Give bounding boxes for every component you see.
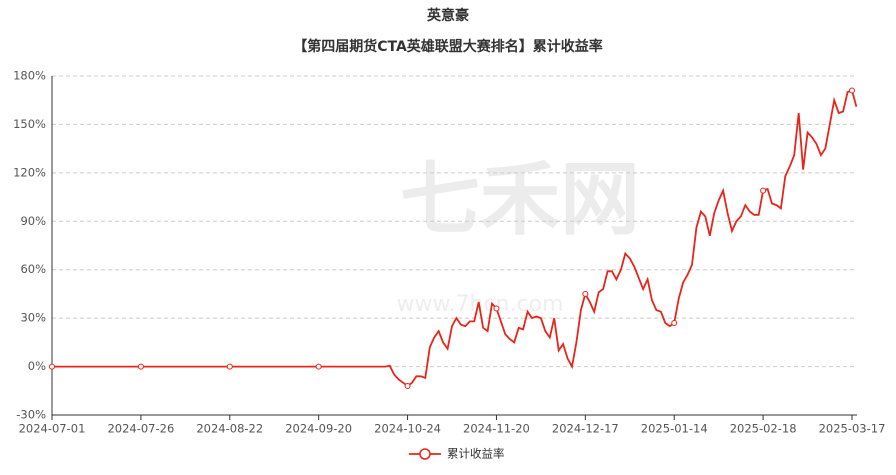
x-tick-label: 2024-08-22 <box>196 422 263 436</box>
legend-marker <box>419 448 431 460</box>
point-marker <box>137 363 144 370</box>
series-line <box>52 89 858 388</box>
point-marker <box>671 319 678 326</box>
point-marker <box>49 363 55 370</box>
x-tick-label: 2024-07-26 <box>107 422 174 436</box>
point-marker <box>404 382 411 389</box>
watermark: 七禾网 <box>400 153 640 246</box>
point-marker <box>849 87 855 94</box>
x-tick-label: 2024-12-17 <box>552 422 619 436</box>
y-tick-label: 0% <box>28 359 46 373</box>
y-tick-label: 30% <box>20 311 46 325</box>
y-tick-label: -30% <box>16 408 46 422</box>
point-marker <box>226 363 233 370</box>
y-tick-label: 60% <box>20 262 46 276</box>
x-tick-label: 2024-09-20 <box>285 422 352 436</box>
x-tick-label: 2024-07-01 <box>19 422 86 436</box>
y-tick-label: 180% <box>13 69 46 83</box>
x-tick-label: 2025-03-17 <box>819 422 886 436</box>
x-tick-label: 2024-11-20 <box>463 422 530 436</box>
chart-title: 英意豪 <box>426 7 469 24</box>
x-tick-label: 2025-02-18 <box>730 422 797 436</box>
point-marker <box>760 187 767 194</box>
y-tick-label: 150% <box>13 117 46 131</box>
x-tick-label: 2024-10-24 <box>374 422 441 436</box>
point-marker <box>315 363 322 370</box>
chart-subtitle: 【第四届期货CTA英雄联盟大赛排名】累计收益率 <box>293 38 603 55</box>
y-tick-label: 90% <box>20 214 46 228</box>
x-tick-label: 2025-01-14 <box>641 422 708 436</box>
point-marker <box>582 290 589 297</box>
point-marker <box>493 305 500 312</box>
y-tick-label: 120% <box>13 165 46 179</box>
legend-label: 累计收益率 <box>447 447 505 461</box>
